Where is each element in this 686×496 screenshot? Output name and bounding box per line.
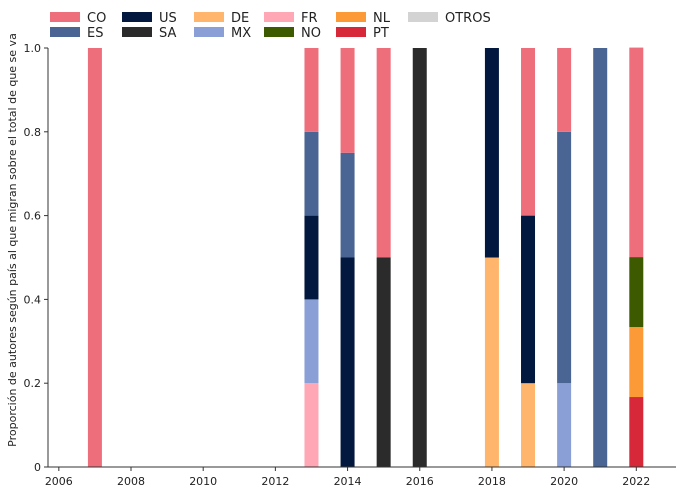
bar-2015-sa (376, 257, 391, 467)
bar-2013-fr (304, 383, 319, 467)
y-tick-label: 1.0 (24, 42, 42, 55)
legend-swatch (408, 12, 438, 22)
bar-2020-mx (557, 383, 572, 467)
bar-2018-de (484, 257, 499, 467)
y-axis-title: Proporción de autores según país al que … (6, 33, 19, 447)
legend-label: ES (87, 26, 103, 41)
legend-item-fr: FR (264, 11, 318, 26)
bar-2018-us (484, 48, 499, 258)
bar-2019-us (521, 215, 536, 384)
bar-2013-us (304, 215, 319, 300)
legend-item-sa: SA (122, 26, 176, 41)
legend-swatch (194, 12, 224, 22)
x-tick-label: 2014 (334, 475, 362, 488)
x-tick-label: 2020 (550, 475, 578, 488)
bar-2014-es (340, 152, 355, 258)
legend-item-de: DE (194, 11, 249, 26)
y-tick-label: 0.4 (24, 293, 42, 306)
legend-swatch (264, 27, 294, 37)
bar-2020-es (557, 131, 572, 384)
legend-swatch (122, 27, 152, 37)
x-tick-label: 2016 (406, 475, 434, 488)
x-axis: 2006 2008 2010 2012 2014 2016 2018 2020 2022 (45, 466, 676, 488)
legend-swatch (336, 12, 366, 22)
legend-label: SA (159, 26, 176, 41)
legend-label: OTROS (445, 11, 491, 26)
x-tick-label: 2006 (45, 475, 73, 488)
legend-swatch (336, 27, 366, 37)
bar-2013-mx (304, 299, 319, 384)
legend-item-no: NO (264, 26, 321, 41)
legend-item-nl: NL (336, 11, 391, 26)
bar-2021-es (593, 48, 608, 467)
bar-2015-co (376, 48, 391, 258)
legend-swatch (50, 27, 80, 37)
y-tick-label: 0.8 (24, 126, 42, 139)
y-tick-label: 0.6 (24, 210, 42, 223)
legend-label: PT (373, 26, 389, 41)
x-tick-label: 2018 (478, 475, 506, 488)
bar-2020-co (557, 48, 572, 132)
y-axis: 0 0.2 0.4 0.6 0.8 1.0 (24, 42, 49, 474)
y-tick-label: 0.2 (24, 377, 42, 390)
bars (87, 47, 644, 467)
legend-swatch (50, 12, 80, 22)
legend-swatch (264, 12, 294, 22)
y-tick-label: 0 (34, 461, 41, 474)
x-tick-label: 2008 (117, 475, 145, 488)
legend-label: FR (301, 11, 318, 26)
bar-2016-sa (412, 48, 427, 467)
bar-2022-pt (629, 397, 644, 467)
bar-2007-co (87, 48, 102, 467)
bar-2014-us (340, 257, 355, 467)
legend-label: NO (301, 26, 321, 41)
bar-2022-nl (629, 327, 644, 398)
legend-label: DE (231, 11, 249, 26)
legend-item-co: CO (50, 11, 106, 26)
x-tick-label: 2012 (261, 475, 289, 488)
bar-2022-no (629, 257, 644, 328)
x-tick-label: 2022 (622, 475, 650, 488)
legend-item-us: US (122, 11, 177, 26)
legend-label: US (159, 11, 177, 26)
legend-label: NL (373, 11, 391, 26)
legend-item-es: ES (50, 26, 103, 41)
bar-2019-de (521, 383, 536, 467)
legend-item-pt: PT (336, 26, 389, 41)
legend-label: CO (87, 11, 106, 26)
bar-2019-co (521, 48, 536, 216)
bar-2022-co (629, 47, 644, 258)
bar-2013-es (304, 131, 319, 216)
legend-swatch (122, 12, 152, 22)
legend-swatch (194, 27, 224, 37)
bar-2013-co (304, 48, 319, 132)
bar-2014-co (340, 48, 355, 153)
x-tick-label: 2010 (189, 475, 217, 488)
legend-item-mx: MX (194, 26, 251, 41)
legend-label: MX (231, 26, 251, 41)
legend-item-otros: OTROS (408, 11, 491, 26)
